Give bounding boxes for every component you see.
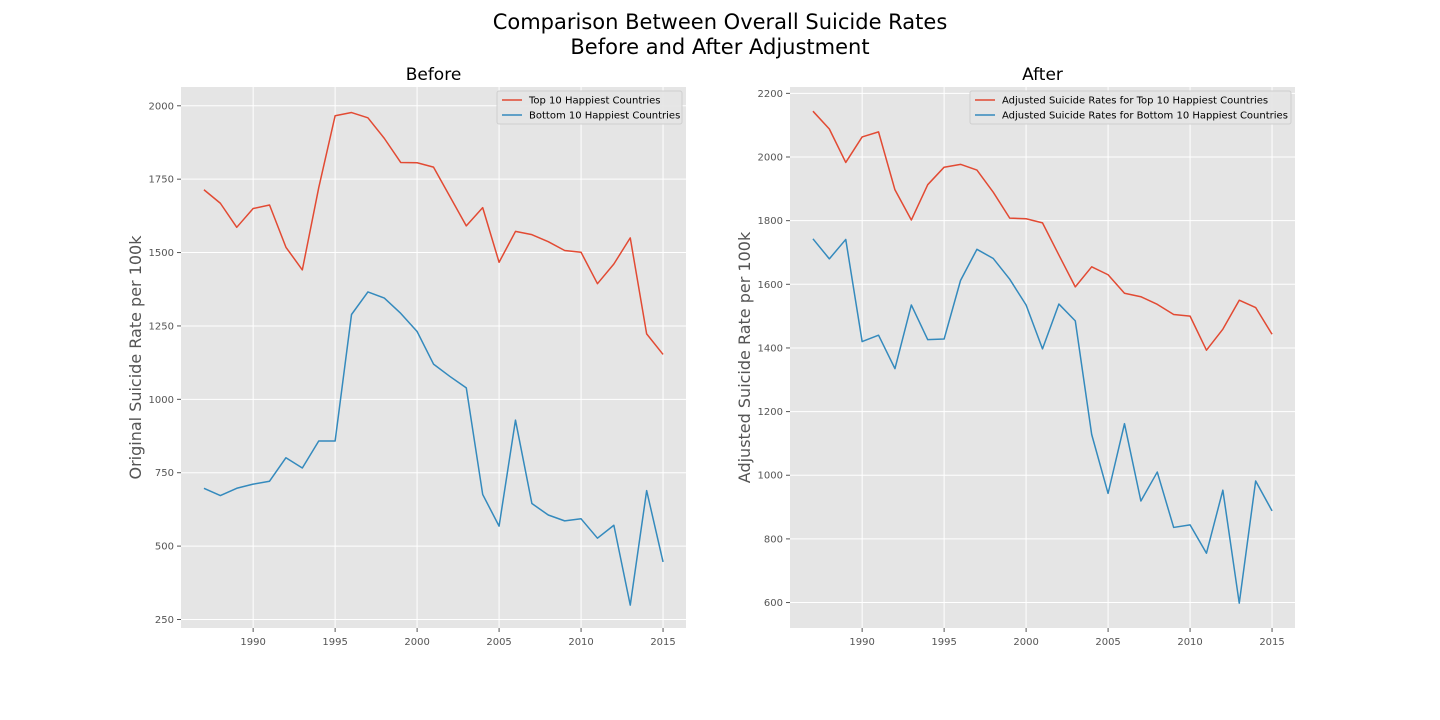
y-tick-label: 2000 <box>758 153 783 164</box>
y-tick-label: 1400 <box>758 343 783 354</box>
legend-label: Top 10 Happiest Countries <box>528 96 661 107</box>
x-tick-label: 1990 <box>240 637 265 648</box>
legend-label: Adjusted Suicide Rates for Bottom 10 Hap… <box>1002 111 1288 122</box>
y-tick-label: 1000 <box>149 395 174 406</box>
y-axis-label: Original Suicide Rate per 100k <box>126 235 145 480</box>
y-tick-label: 800 <box>764 534 783 545</box>
y-tick-label: 1200 <box>758 407 783 418</box>
y-tick-label: 600 <box>764 598 783 609</box>
x-tick-label: 2005 <box>1095 637 1120 648</box>
y-tick-label: 1500 <box>149 248 174 259</box>
x-tick-label: 2000 <box>1013 637 1038 648</box>
panel-title: Before <box>406 65 462 85</box>
x-tick-label: 2010 <box>1177 637 1202 648</box>
figure-title-line-2: Before and After Adjustment <box>570 35 870 59</box>
y-tick-label: 1750 <box>149 175 174 186</box>
y-tick-label: 250 <box>155 615 174 626</box>
y-tick-label: 750 <box>155 468 174 479</box>
y-tick-label: 1600 <box>758 280 783 291</box>
legend-label: Bottom 10 Happiest Countries <box>529 111 680 122</box>
y-tick-label: 1800 <box>758 216 783 227</box>
legend: Top 10 Happiest Countries Bottom 10 Happi… <box>496 90 683 125</box>
legend-label: Adjusted Suicide Rates for Top 10 Happie… <box>1002 96 1268 107</box>
y-tick-label: 1250 <box>149 321 174 332</box>
series-line-bottom <box>203 291 664 606</box>
legend: Adjusted Suicide Rates for Top 10 Happie… <box>969 90 1292 125</box>
legend-box <box>496 90 683 125</box>
x-tick-label: 2015 <box>1259 637 1284 648</box>
y-tick-label: 2200 <box>758 89 783 100</box>
series-line-top <box>203 111 664 355</box>
x-tick-label: 2015 <box>650 637 675 648</box>
x-tick-label: 2005 <box>486 637 511 648</box>
plot-background <box>790 87 1295 628</box>
legend-box <box>969 90 1292 125</box>
x-tick-label: 2000 <box>404 637 429 648</box>
x-tick-label: 1995 <box>322 637 347 648</box>
x-tick-label: 1990 <box>849 637 874 648</box>
plot-background <box>181 87 686 628</box>
y-tick-label: 500 <box>155 542 174 553</box>
y-tick-label: 1000 <box>758 471 783 482</box>
x-tick-label: 2010 <box>568 637 593 648</box>
series-line-top <box>812 110 1273 351</box>
figure-title-line-1: Comparison Between Overall Suicide Rates <box>492 10 948 34</box>
series-line-bottom <box>812 238 1273 604</box>
x-tick-label: 1995 <box>931 637 956 648</box>
panel-title: After <box>1022 65 1063 85</box>
y-axis-label: Adjusted Suicide Rate per 100k <box>735 231 754 483</box>
panel-before: 1990 1995 2000 2005 2010 2015 250 500 750 1000 125… <box>126 65 686 648</box>
panel-after: 1990 1995 2000 2005 2010 2015 600 800 1000 1200 14… <box>735 65 1295 648</box>
y-tick-label: 2000 <box>149 101 174 112</box>
